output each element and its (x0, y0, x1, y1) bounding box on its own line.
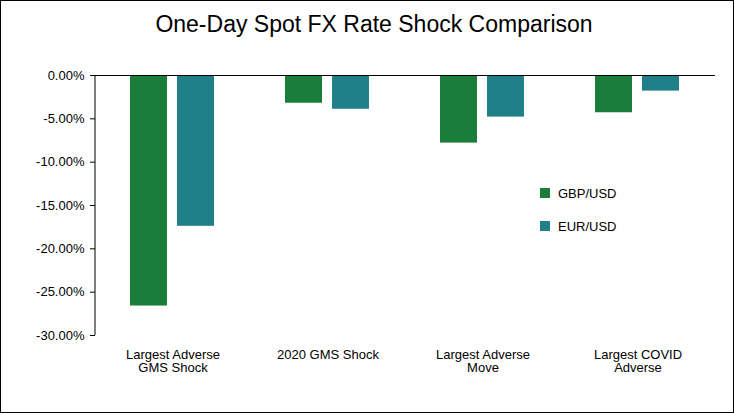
html-text:EUR/USD: EUR/USD (558, 218, 617, 234)
svg-text:2020 GMS Shock: 2020 GMS Shock (277, 347, 379, 362)
html-text:One-Day Spot FX Rate Shock Com: One-Day Spot FX Rate Shock Comparison (155, 11, 593, 37)
svg-text:-15.00%: -15.00% (36, 198, 85, 213)
html-text:GBP/USD: GBP/USD (558, 185, 617, 201)
svg-text:Largest AdverseGMS Shock: Largest AdverseGMS Shock (126, 347, 220, 375)
svg-text:0.00%: 0.00% (48, 68, 85, 83)
svg-text:-25.00%: -25.00% (36, 284, 85, 299)
svg-text:Largest AdverseMove: Largest AdverseMove (436, 347, 530, 375)
svg-text:-10.00%: -10.00% (36, 154, 85, 169)
svg-text:-5.00%: -5.00% (43, 111, 85, 126)
svg-text:-30.00%: -30.00% (36, 328, 85, 343)
svg-text:-20.00%: -20.00% (36, 241, 85, 256)
svg-text:Largest COVIDAdverse: Largest COVIDAdverse (594, 347, 682, 375)
